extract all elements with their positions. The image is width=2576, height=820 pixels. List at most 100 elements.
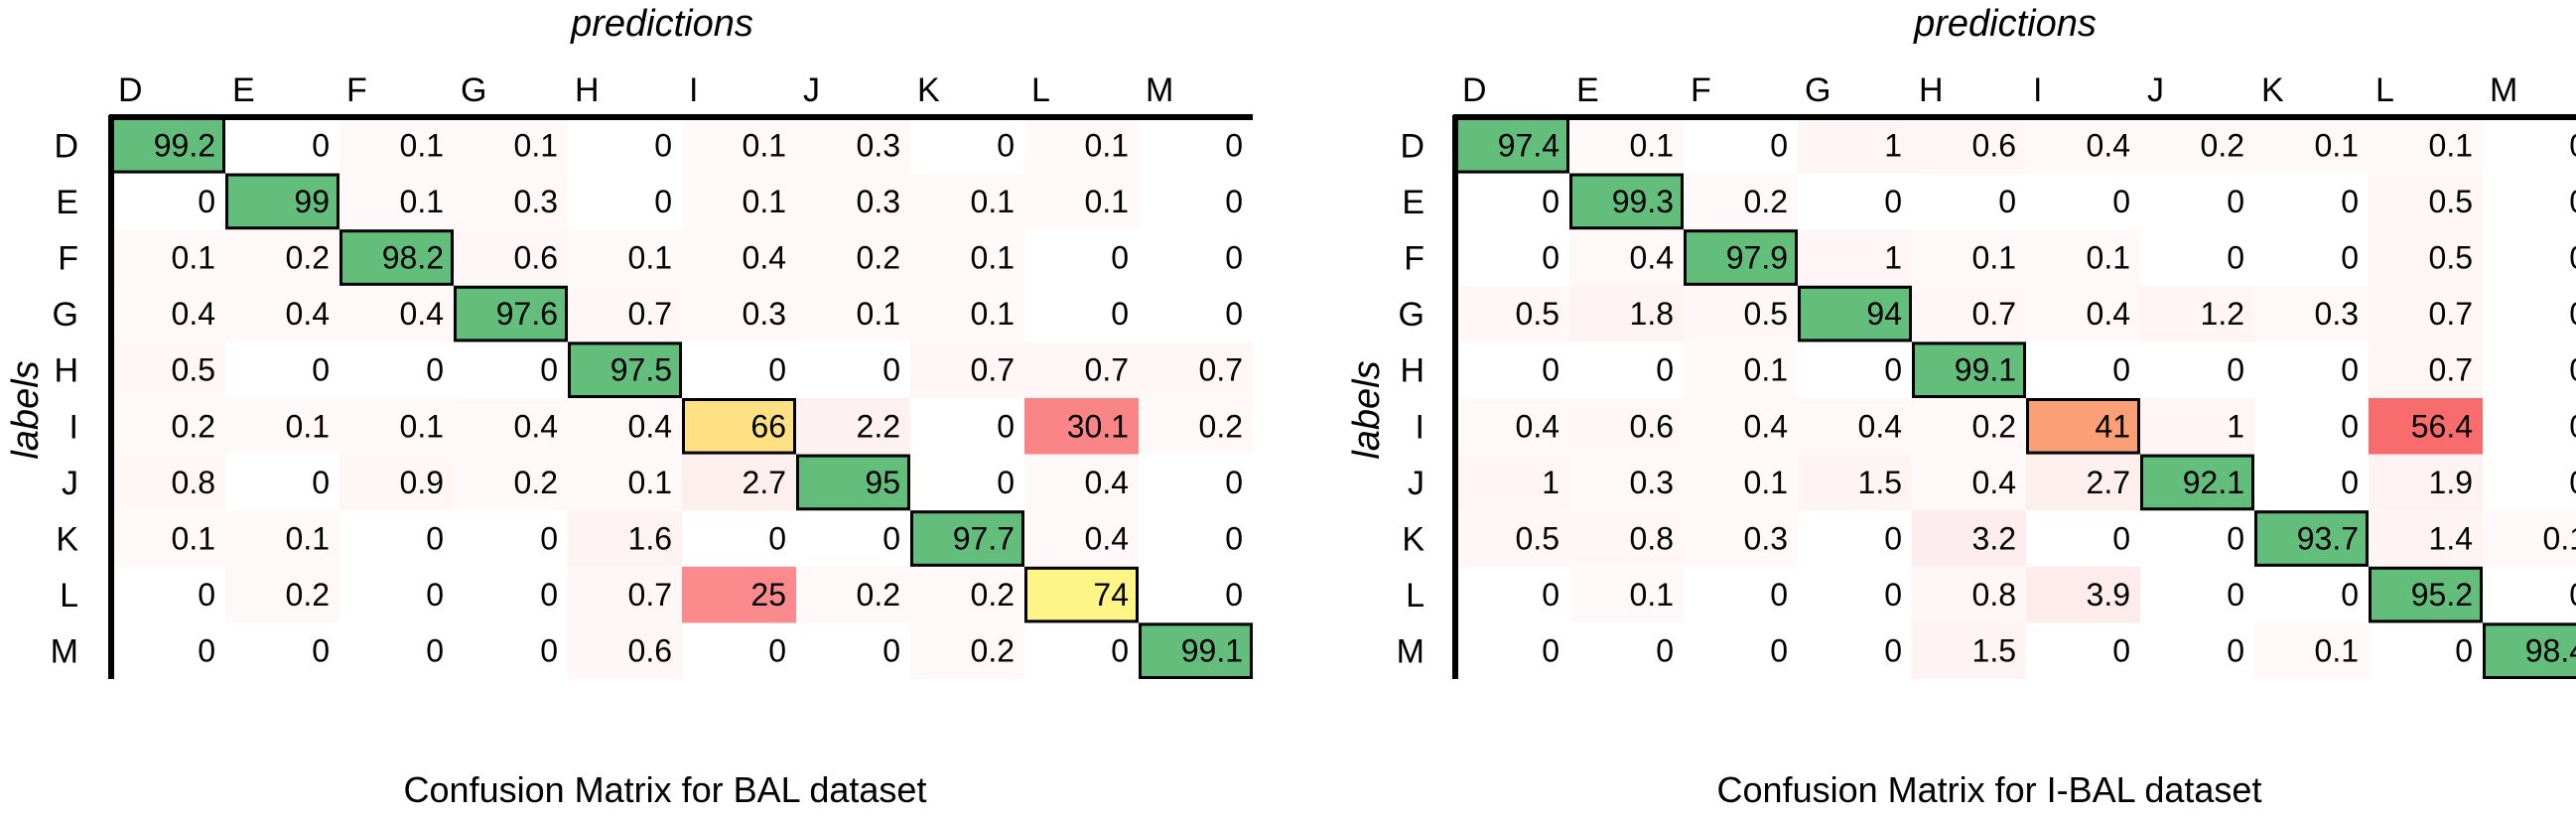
diagonal-cell-outline [2483, 622, 2576, 680]
matrix-cell [225, 173, 339, 230]
matrix-value: 0 [426, 352, 444, 388]
matrix-value: 0 [2227, 577, 2244, 613]
matrix-value: 0.4 [2087, 127, 2130, 163]
matrix-value: 0.1 [1972, 240, 2016, 276]
matrix-value: 0 [426, 521, 444, 557]
matrix-value: 0 [2341, 240, 2359, 276]
matrix-value: 94 [1866, 296, 1902, 332]
matrix-value: 0.1 [400, 408, 444, 444]
matrix-value: 0 [2227, 240, 2244, 276]
matrix-cell [1139, 342, 1253, 398]
matrix-value: 0.1 [971, 184, 1015, 219]
matrix-cell [1455, 285, 1569, 342]
matrix-value: 0 [2112, 633, 2130, 669]
matrix-cell [225, 285, 339, 342]
matrix-value: 0.2 [971, 577, 1015, 613]
matrix-cell [682, 285, 796, 342]
matrix-value: 92.1 [2183, 465, 2244, 500]
diagonal-cell-outline [1139, 622, 1253, 680]
matrix-cell [2140, 285, 2254, 342]
matrix-value: 0 [2569, 127, 2576, 163]
matrix-value: 0 [198, 184, 215, 219]
matrix-cell [568, 454, 682, 511]
row-label: E [1402, 184, 1424, 221]
matrix-cell [1569, 229, 1684, 286]
row-label: K [56, 521, 78, 559]
matrix-cell [454, 285, 568, 342]
matrix-value: 0.4 [743, 240, 786, 276]
matrix-value: 0 [2227, 352, 2244, 388]
matrix-value: 0.3 [857, 184, 900, 219]
column-label: G [461, 71, 486, 109]
matrix-cell [2026, 566, 2140, 623]
matrix-cell [454, 398, 568, 455]
matrix-cell [2254, 285, 2369, 342]
matrix-value: 1 [1542, 465, 1559, 500]
diagonal-cell-outline [339, 229, 454, 286]
matrix-cell [1024, 173, 1139, 230]
matrix-value: 97.4 [1498, 127, 1559, 163]
matrix-value: 0.2 [857, 240, 900, 276]
matrix-value: 0 [540, 521, 558, 557]
column-label: L [2375, 71, 2394, 109]
matrix-cell [796, 566, 910, 623]
matrix-cell [1024, 454, 1139, 511]
matrix-cell [1798, 229, 1912, 286]
matrix-cell [568, 229, 682, 286]
matrix-cell [1024, 117, 1139, 174]
matrix-cell [2369, 229, 2483, 286]
matrix-value: 0.4 [1858, 408, 1902, 444]
matrix-value: 0.1 [400, 184, 444, 219]
matrix-cell [1912, 510, 2026, 567]
column-label: D [118, 71, 143, 109]
matrix-cell [2140, 398, 2254, 455]
matrix-cell [1912, 117, 2026, 174]
matrix-cell [2254, 510, 2369, 567]
matrix-cell [1798, 454, 1912, 511]
matrix-cell [1569, 566, 1684, 623]
matrix-cell [1684, 229, 1798, 286]
row-label: K [1402, 521, 1424, 559]
matrix-cell [910, 173, 1024, 230]
matrix-cell [1912, 622, 2026, 679]
matrix-cell [111, 342, 225, 398]
matrix-value: 0.4 [1085, 465, 1129, 500]
matrix-cell [225, 510, 339, 567]
matrix-value: 1.4 [2429, 521, 2473, 557]
matrix-value: 0.7 [1085, 352, 1129, 388]
matrix-value: 0.7 [628, 296, 672, 332]
matrix-value: 97.7 [953, 521, 1015, 557]
matrix-value: 0.5 [1516, 296, 1559, 332]
matrix-cell [1684, 285, 1798, 342]
matrix-value: 0.2 [971, 633, 1015, 669]
matrix-value: 0 [1225, 127, 1243, 163]
diagonal-cell-outline [1024, 566, 1139, 623]
matrix-value: 56.4 [2411, 408, 2473, 444]
matrix-value: 0 [2341, 352, 2359, 388]
matrix-cell [682, 117, 796, 174]
matrix-value: 0 [768, 521, 786, 557]
matrix-value: 2.7 [743, 465, 786, 500]
matrix-cell [2026, 229, 2140, 286]
matrix-value: 3.2 [1972, 521, 2016, 557]
matrix-cell [2369, 398, 2483, 455]
matrix-value: 1.2 [2201, 296, 2244, 332]
matrix-value: 0.1 [1630, 577, 1674, 613]
matrix-value: 0.1 [2087, 240, 2130, 276]
matrix-cell [1569, 398, 1684, 455]
matrix-value: 0 [1225, 240, 1243, 276]
column-label: H [575, 71, 600, 109]
matrix-cell [682, 454, 796, 511]
matrix-value: 0 [1225, 296, 1243, 332]
matrix-value: 97.6 [496, 296, 558, 332]
matrix-value: 0.5 [172, 352, 215, 388]
matrix-value: 0 [1656, 352, 1674, 388]
matrix-value: 0.1 [1630, 127, 1674, 163]
matrix-value: 0.2 [857, 577, 900, 613]
matrix-cell [568, 398, 682, 455]
matrix-value: 0 [198, 577, 215, 613]
matrix-cell [1684, 510, 1798, 567]
matrix-value: 0 [312, 127, 330, 163]
matrix-value: 98.2 [382, 240, 444, 276]
